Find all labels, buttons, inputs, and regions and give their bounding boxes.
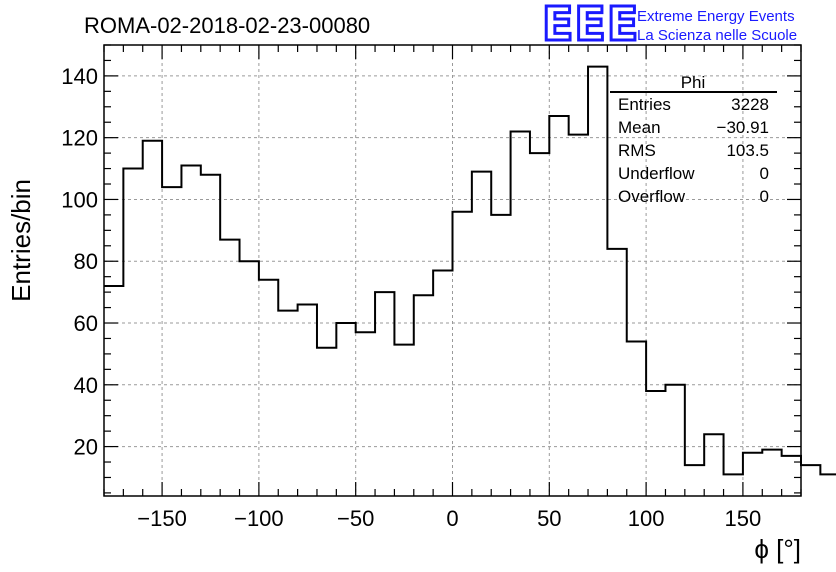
stats-name: Phi — [681, 73, 706, 92]
stats-label: Underflow — [618, 164, 695, 183]
histogram-bin — [511, 131, 530, 496]
x-tick-label: 100 — [628, 506, 665, 531]
histogram-outline — [104, 65, 836, 476]
axis-ticks — [103, 44, 802, 496]
x-tick-label: 0 — [446, 506, 458, 531]
histogram-bin — [259, 280, 278, 496]
histogram-bin — [627, 342, 646, 496]
histogram-bin — [453, 212, 472, 496]
histogram-bin — [433, 271, 452, 497]
histogram-bin — [549, 116, 568, 496]
eee-logo: EEE Extreme Energy Events La Scienza nel… — [541, 0, 798, 53]
stats-label: Overflow — [618, 187, 686, 206]
x-tick-label: −50 — [337, 506, 374, 531]
histogram-bin — [472, 172, 491, 496]
y-tick-label: 120 — [61, 126, 98, 151]
y-tick-label: 100 — [61, 187, 98, 212]
stats-value: 0 — [760, 164, 769, 183]
histogram-bin — [646, 391, 665, 496]
histogram-bin — [278, 311, 297, 496]
histogram-bin — [762, 450, 781, 496]
y-tick-label: 60 — [74, 311, 98, 336]
histogram-bin — [298, 304, 317, 496]
logo-line-2: La Scienza nelle Scuole — [637, 27, 797, 44]
histogram-bin — [123, 169, 142, 496]
histogram-bin — [201, 175, 220, 496]
histogram-bin — [569, 135, 588, 496]
stats-value: −30.91 — [717, 118, 769, 137]
logo-line-1: Extreme Energy Events — [637, 8, 795, 25]
x-axis-title: ϕ [°] — [754, 534, 801, 564]
x-tick-label: 50 — [537, 506, 561, 531]
histogram-bin — [704, 434, 723, 496]
histogram-bin — [685, 465, 704, 496]
histogram-bin — [394, 345, 413, 496]
y-tick-label: 40 — [74, 373, 98, 398]
y-tick-label: 140 — [61, 64, 98, 89]
stats-label: Mean — [618, 118, 661, 137]
histogram-bin — [607, 249, 626, 496]
histogram-bin — [665, 385, 684, 496]
y-axis-title: Entries/bin — [6, 179, 36, 302]
stats-value: 103.5 — [726, 141, 769, 160]
histogram-bin — [530, 153, 549, 496]
histogram-bin — [375, 292, 394, 496]
x-tick-labels: −150 −100 −50 0 50 100 150 — [137, 506, 761, 531]
histogram-bin — [356, 332, 375, 496]
x-tick-label: −100 — [234, 506, 284, 531]
stats-label: RMS — [618, 141, 656, 160]
eee-logo-mark: EEE — [542, 0, 639, 51]
histogram-bin — [588, 67, 607, 496]
histogram-bin — [317, 348, 336, 496]
stats-value: 0 — [760, 187, 769, 206]
stats-value: 3228 — [731, 95, 769, 114]
histogram-bin — [143, 141, 162, 496]
histogram-bin — [240, 261, 259, 496]
x-tick-label: 150 — [725, 506, 762, 531]
stats-label: Entries — [618, 95, 671, 114]
stats-box: Phi Entries 3228 Mean −30.91 RMS 103.5 Underfl… — [610, 73, 777, 206]
histogram-bin — [820, 474, 836, 496]
histogram-bin — [801, 465, 820, 496]
y-tick-labels: 20 40 60 80 100 120 140 — [61, 64, 98, 460]
histogram-bin — [743, 453, 762, 496]
x-tick-label: −150 — [137, 506, 187, 531]
histogram-bin — [104, 286, 123, 496]
histogram-bin — [336, 323, 355, 496]
histogram-bin — [414, 295, 433, 496]
chart-title: ROMA-02-2018-02-23-00080 — [84, 13, 370, 38]
y-tick-label: 80 — [74, 249, 98, 274]
histogram-bin — [724, 474, 743, 496]
histogram-bin — [491, 215, 510, 496]
histogram-bin — [162, 187, 181, 496]
histogram-bin — [220, 240, 239, 496]
y-tick-label: 20 — [74, 435, 98, 460]
